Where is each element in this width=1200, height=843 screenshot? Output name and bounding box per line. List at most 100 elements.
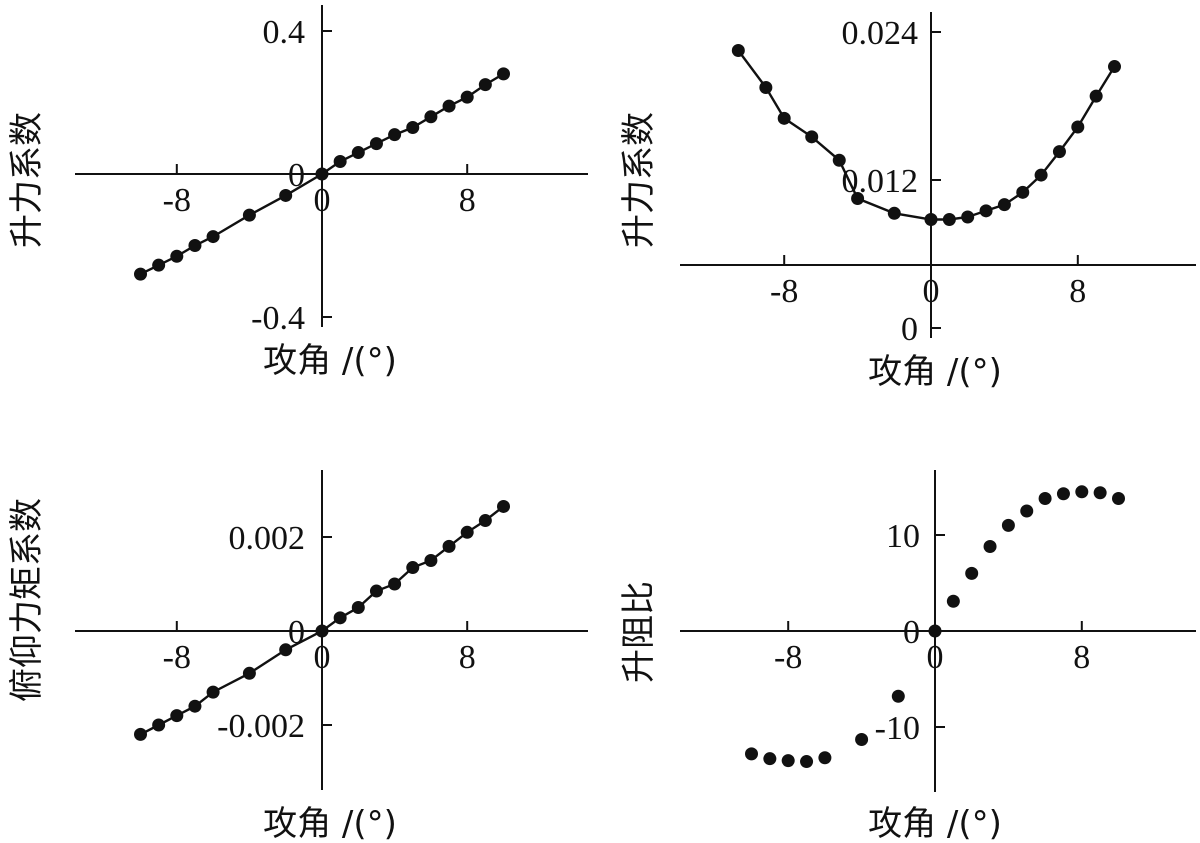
data-point (242, 208, 256, 222)
data-point (497, 499, 510, 513)
data-point (1093, 486, 1107, 500)
data-point (406, 121, 420, 135)
data-point (1089, 89, 1103, 103)
y-tick-label: 0 (903, 614, 920, 651)
data-point (369, 584, 383, 598)
x-axis-title: 攻角 /(°) (263, 804, 397, 843)
data-point (983, 540, 997, 554)
data-point (759, 81, 773, 95)
data-point (333, 611, 347, 625)
data-point (946, 594, 960, 608)
data-point (1016, 185, 1030, 199)
data-point (1071, 120, 1085, 134)
data-point (965, 566, 979, 580)
data-point (1112, 492, 1125, 506)
data-point (333, 154, 347, 168)
x-tick-label: -8 (774, 639, 802, 676)
y-tick-label: -10 (875, 710, 920, 747)
data-point (315, 624, 329, 638)
data-point (1038, 492, 1052, 506)
data-point (170, 249, 184, 263)
data-point (891, 689, 905, 703)
x-tick-label: -8 (163, 182, 191, 219)
data-point (1056, 487, 1070, 501)
x-tick-label: 8 (459, 182, 476, 219)
x-tick-label: 0 (927, 639, 944, 676)
y-tick-label: -0.4 (251, 300, 305, 337)
y-tick-label: 0 (288, 157, 305, 194)
y-axis-title: 升阻比 (619, 581, 659, 683)
data-point (1001, 518, 1015, 532)
data-point (188, 239, 202, 252)
data-point (855, 732, 869, 746)
data-point (460, 525, 474, 539)
data-point (424, 554, 438, 567)
data-point (942, 212, 956, 226)
data-point (1052, 145, 1066, 159)
data-point (279, 643, 293, 657)
data-point (887, 206, 901, 220)
data-point (1108, 60, 1121, 74)
x-tick-label: 0 (314, 182, 331, 219)
data-point (388, 577, 402, 591)
data-point (745, 747, 758, 761)
x-tick-label: 8 (459, 639, 476, 676)
data-point (442, 99, 456, 113)
data-point (805, 130, 819, 144)
x-tick-label: -8 (163, 639, 191, 676)
data-point (315, 167, 329, 181)
x-tick-label: 0 (314, 639, 331, 676)
y-tick-label: -0.002 (217, 708, 305, 745)
data-point (242, 666, 256, 680)
y-axis-title: 俯仰力矩系数 (7, 498, 47, 702)
y-tick-label: 0.024 (842, 15, 919, 52)
y-tick-label: 0 (901, 311, 918, 348)
x-axis-title: 攻角 /(°) (868, 804, 1002, 843)
y-axis-title: 升力系数 (619, 112, 659, 248)
data-point (478, 78, 492, 92)
data-point (777, 111, 791, 125)
data-point (351, 601, 365, 614)
data-point (1020, 504, 1034, 518)
data-point (1034, 168, 1048, 182)
x-axis-title: 攻角 /(°) (868, 352, 1002, 392)
data-point (851, 192, 865, 206)
data-point (206, 685, 220, 699)
data-point (170, 709, 184, 723)
data-point (731, 44, 745, 58)
data-point (781, 754, 795, 768)
y-tick-label: 0.4 (263, 14, 306, 51)
data-point (369, 137, 383, 151)
data-point (924, 212, 938, 226)
y-tick-label: 0.002 (229, 520, 306, 557)
data-point (279, 188, 293, 202)
x-tick-label: 0 (923, 273, 940, 310)
data-point (832, 153, 846, 167)
data-point (152, 258, 166, 272)
data-point (188, 699, 202, 713)
data-point (478, 514, 492, 528)
data-point (388, 128, 402, 142)
data-point (997, 198, 1011, 212)
data-point (424, 110, 438, 124)
data-point (1075, 485, 1089, 499)
fit-line (737, 49, 1116, 221)
data-point (497, 67, 510, 81)
data-point (928, 624, 942, 638)
data-point (460, 90, 474, 104)
x-tick-label: 8 (1073, 639, 1090, 676)
data-point (818, 751, 832, 765)
data-point (351, 146, 365, 160)
data-point (134, 267, 147, 281)
data-point (979, 204, 993, 218)
data-point (152, 718, 166, 732)
y-axis-title: 升力系数 (7, 112, 47, 248)
x-tick-label: -8 (770, 273, 798, 310)
data-point (406, 561, 420, 575)
x-axis-title: 攻角 /(°) (263, 341, 397, 381)
